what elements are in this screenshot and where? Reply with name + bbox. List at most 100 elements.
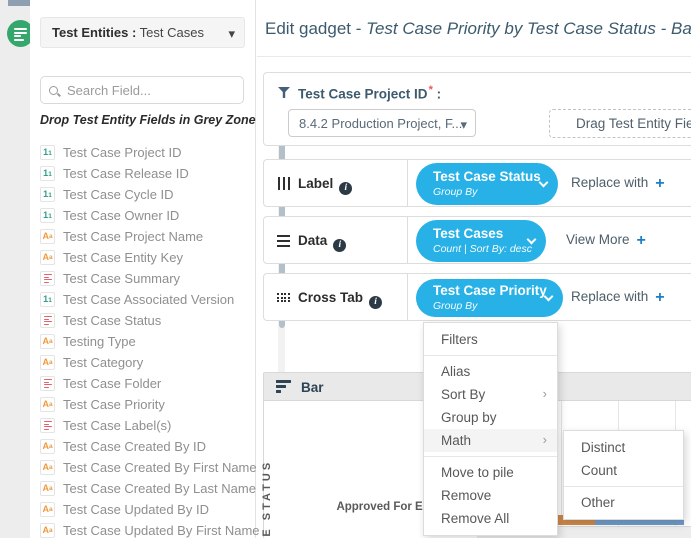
- field-list-item[interactable]: Test Case Summary: [40, 268, 286, 289]
- data-config-row: Data i Test Cases Count | Sort By: desc V…: [263, 216, 691, 264]
- field-label: Test Case Created By First Name: [63, 460, 257, 475]
- filter-icon: [278, 87, 290, 98]
- longtext-field-icon: [40, 313, 55, 328]
- field-list-item[interactable]: Test Case Folder: [40, 373, 286, 394]
- menu-item-label: Filters: [441, 332, 478, 347]
- field-label: Test Case Updated By First Name: [63, 523, 260, 538]
- field-list-item[interactable]: 1 1 Test Case Owner ID: [40, 205, 286, 226]
- longtext-field-icon: [40, 376, 55, 391]
- menu-item-remove[interactable]: Remove: [424, 484, 557, 507]
- menu-item-label: Math: [441, 433, 472, 448]
- report-builder-logo-icon[interactable]: [7, 20, 34, 47]
- caret-down-icon: ▾: [228, 26, 235, 41]
- menu-item-label: Count: [581, 463, 618, 478]
- menu-item-label: Remove All: [441, 511, 510, 526]
- menu-divider: [424, 355, 557, 356]
- page-title: Edit gadget - Test Case Priority by Test…: [265, 19, 691, 39]
- drag-drop-zone[interactable]: Drag Test Entity Field: [549, 109, 691, 138]
- context-menu: Filters Alias Sort By › Group by Math › Move to…: [423, 322, 558, 536]
- chevron-down-icon: [538, 177, 549, 188]
- horizontal-bars-icon: [277, 235, 290, 247]
- label-pill[interactable]: Test Case Status Group By: [416, 163, 558, 205]
- field-label: Test Case Label(s): [63, 418, 172, 433]
- submenu-arrow-icon: ›: [542, 432, 547, 447]
- submenu-arrow-icon: ›: [542, 386, 547, 401]
- divider: [407, 274, 408, 320]
- menu-item-remove-all[interactable]: Remove All: [424, 507, 557, 530]
- menu-item-distinct[interactable]: Distinct: [564, 436, 683, 459]
- info-icon[interactable]: i: [369, 296, 383, 309]
- menu-item-other[interactable]: Other: [564, 491, 683, 514]
- field-list: 1 1 Test Case Project ID 1 1 Test Case Releas…: [40, 142, 286, 538]
- field-label: Test Case Folder: [63, 376, 162, 391]
- menu-item-label: Distinct: [581, 440, 626, 455]
- field-list-item[interactable]: Test Case Label(s): [40, 415, 286, 436]
- field-label: Test Case Status: [63, 313, 162, 328]
- replace-with-link[interactable]: Replace with +: [571, 175, 665, 192]
- menu-item-move-to-pile[interactable]: Move to pile: [424, 461, 557, 484]
- field-list-item[interactable]: 1 1 Test Case Cycle ID: [40, 184, 286, 205]
- fields-sidebar: Test Entities : Test Cases ▾ Drop Test E…: [30, 0, 285, 538]
- field-label: Test Case Entity Key: [63, 250, 183, 265]
- info-icon[interactable]: i: [339, 182, 353, 195]
- field-label: Test Case Associated Version: [63, 292, 235, 307]
- pill-title: Test Case Priority: [433, 283, 547, 298]
- menu-item-label: Remove: [441, 488, 492, 503]
- field-search: [40, 76, 245, 104]
- row-title: Label i: [298, 176, 353, 195]
- menu-item-filters[interactable]: Filters: [424, 328, 557, 351]
- crosstab-pill[interactable]: Test Case Priority Group By: [416, 279, 563, 317]
- replace-with-link[interactable]: Replace with +: [571, 289, 665, 306]
- bar-segment-segment-2[interactable]: [595, 515, 684, 525]
- longtext-field-icon: [40, 418, 55, 433]
- field-label: Test Case Priority: [63, 397, 165, 412]
- entity-selector[interactable]: Test Entities : Test Cases ▾: [40, 17, 245, 48]
- project-select[interactable]: 8.4.2 Production Project, F... ▾: [288, 109, 476, 137]
- field-list-item[interactable]: 1 1 Test Case Release ID: [40, 163, 286, 184]
- menu-divider: [424, 456, 557, 457]
- divider: [407, 217, 408, 263]
- data-pill[interactable]: Test Cases Count | Sort By: desc: [416, 220, 546, 262]
- entity-selector-label: Test Entities :: [52, 25, 137, 40]
- project-select-value: 8.4.2 Production Project, F...: [299, 115, 463, 131]
- scrollbar-fragment[interactable]: [8, 0, 30, 6]
- field-list-item[interactable]: 1 1 Test Case Project ID: [40, 142, 286, 163]
- menu-item-math[interactable]: Math ›: [424, 429, 557, 452]
- field-label: Test Case Summary: [63, 271, 181, 286]
- chevron-down-icon: [543, 291, 554, 302]
- field-label: Test Category: [63, 355, 144, 370]
- filter-field-label: Test Case Project ID* :: [298, 84, 442, 102]
- pill-title: Test Case Status: [433, 169, 541, 184]
- menu-item-count[interactable]: Count: [564, 459, 683, 482]
- search-input[interactable]: [65, 81, 245, 99]
- menu-item-group-by[interactable]: Group by: [424, 406, 557, 429]
- page-title-prefix: Edit gadget -: [265, 19, 367, 38]
- field-list-item[interactable]: Test Case Status: [40, 310, 286, 331]
- field-list-item[interactable]: 1 1 Test Case Associated Version: [40, 289, 286, 310]
- filter-box: Test Case Project ID* : 8.4.2 Production…: [263, 72, 691, 146]
- menu-item-sort-by[interactable]: Sort By ›: [424, 383, 557, 406]
- left-rail: [0, 0, 30, 538]
- info-icon[interactable]: i: [333, 239, 347, 252]
- menu-item-alias[interactable]: Alias: [424, 360, 557, 383]
- view-more-link[interactable]: View More +: [566, 232, 646, 249]
- field-label: Test Case Owner ID: [63, 208, 180, 223]
